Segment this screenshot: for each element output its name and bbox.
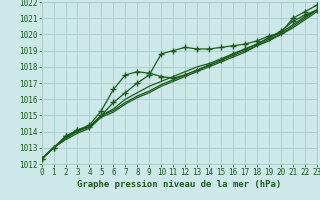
X-axis label: Graphe pression niveau de la mer (hPa): Graphe pression niveau de la mer (hPa) xyxy=(77,180,281,189)
